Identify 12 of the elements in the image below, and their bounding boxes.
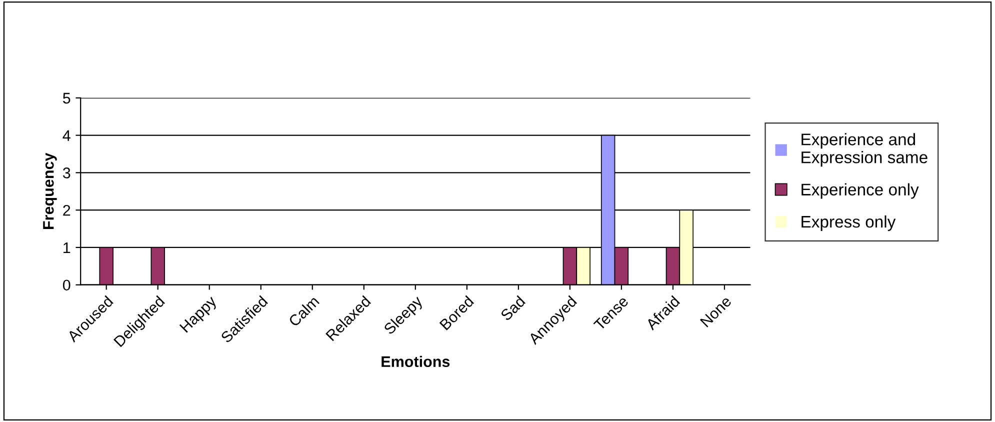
legend-label: Express only [802, 215, 896, 231]
y-tick-label: 4 [62, 130, 70, 141]
y-tick-label: 0 [62, 280, 70, 291]
y-tick-label: 1 [64, 242, 70, 253]
y-tick-label: 3 [62, 168, 70, 178]
legend-label: Experience and Expression same [802, 133, 928, 167]
y-tick-label: 5 [62, 92, 70, 104]
legend-label: Experience only [802, 183, 919, 199]
y-axis-title: Frequency [43, 152, 57, 229]
y-tick-label: 2 [63, 204, 70, 216]
x-tick-label: Sad [500, 295, 526, 322]
x-axis-title: Emotions [382, 356, 450, 368]
